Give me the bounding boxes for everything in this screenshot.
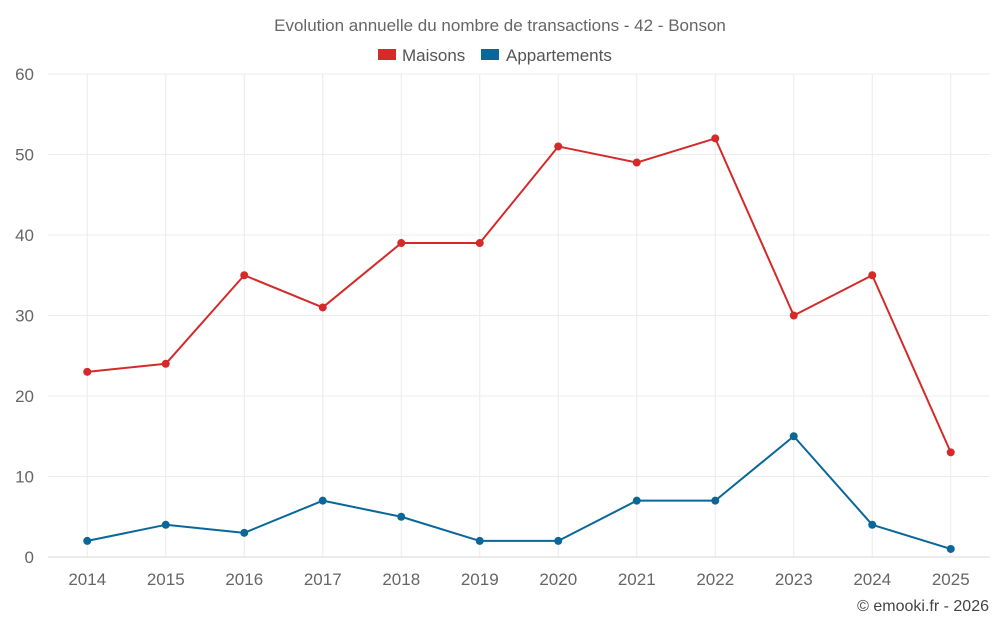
data-point-maisons[interactable] <box>240 271 249 280</box>
data-point-appartements[interactable] <box>554 536 563 545</box>
x-tick-label: 2024 <box>853 570 891 589</box>
y-tick-label: 30 <box>15 307 34 326</box>
data-point-maisons[interactable] <box>397 239 406 248</box>
data-point-maisons[interactable] <box>711 134 720 143</box>
legend-item-maisons[interactable]: Maisons <box>378 46 465 65</box>
y-tick-label: 40 <box>15 226 34 245</box>
data-point-maisons[interactable] <box>554 142 563 151</box>
data-point-appartements[interactable] <box>789 432 798 441</box>
x-tick-label: 2014 <box>68 570 106 589</box>
data-point-maisons[interactable] <box>789 311 798 320</box>
data-point-maisons[interactable] <box>161 359 170 368</box>
x-tick-label: 2025 <box>932 570 970 589</box>
y-tick-label: 20 <box>15 387 34 406</box>
x-tick-label: 2018 <box>382 570 420 589</box>
data-point-maisons[interactable] <box>83 367 92 376</box>
chart-title: Evolution annuelle du nombre de transact… <box>274 16 726 35</box>
data-point-appartements[interactable] <box>946 544 955 553</box>
grid <box>48 73 990 557</box>
data-point-maisons[interactable] <box>946 448 955 457</box>
data-point-appartements[interactable] <box>711 496 720 505</box>
x-axis: 2014 2015 2016 2017 2018 2019 2020 2021 2022 2023… <box>48 556 990 589</box>
x-tick-label: 2021 <box>618 570 656 589</box>
legend-swatch-maisons <box>378 49 396 60</box>
data-point-maisons[interactable] <box>475 239 484 248</box>
data-point-maisons[interactable] <box>632 158 641 167</box>
legend-item-appartements[interactable]: Appartements <box>481 46 612 65</box>
legend-swatch-appartements <box>481 49 499 60</box>
credit: © emooki.fr - 2026 <box>857 598 989 615</box>
y-tick-label: 50 <box>15 146 34 165</box>
x-tick-label: 2015 <box>147 570 185 589</box>
x-tick-label: 2020 <box>539 570 577 589</box>
x-tick-label: 2019 <box>461 570 499 589</box>
data-point-appartements[interactable] <box>318 496 327 505</box>
data-point-appartements[interactable] <box>83 536 92 545</box>
x-tick-label: 2016 <box>225 570 263 589</box>
data-point-appartements[interactable] <box>240 528 249 537</box>
data-point-appartements[interactable] <box>632 496 641 505</box>
y-tick-label: 10 <box>15 468 34 487</box>
series-appartements <box>83 432 955 553</box>
x-tick-label: 2017 <box>304 570 342 589</box>
data-point-appartements[interactable] <box>161 520 170 529</box>
data-point-appartements[interactable] <box>868 520 877 529</box>
series-maisons <box>83 134 955 457</box>
y-tick-label: 60 <box>15 65 34 84</box>
x-tick-label: 2022 <box>696 570 734 589</box>
y-axis: 0 10 20 30 40 50 60 <box>15 65 34 567</box>
legend-label-maisons: Maisons <box>402 46 465 65</box>
legend-label-appartements: Appartements <box>506 46 612 65</box>
data-point-maisons[interactable] <box>868 271 877 280</box>
legend: Maisons Appartements <box>378 46 612 65</box>
data-point-appartements[interactable] <box>397 512 406 521</box>
series-line-maisons <box>87 137 952 453</box>
series-line-appartements <box>87 435 952 550</box>
data-point-appartements[interactable] <box>475 536 484 545</box>
x-tick-label: 2023 <box>775 570 813 589</box>
y-tick-label: 0 <box>25 548 34 567</box>
series <box>83 134 955 553</box>
data-point-maisons[interactable] <box>318 303 327 312</box>
